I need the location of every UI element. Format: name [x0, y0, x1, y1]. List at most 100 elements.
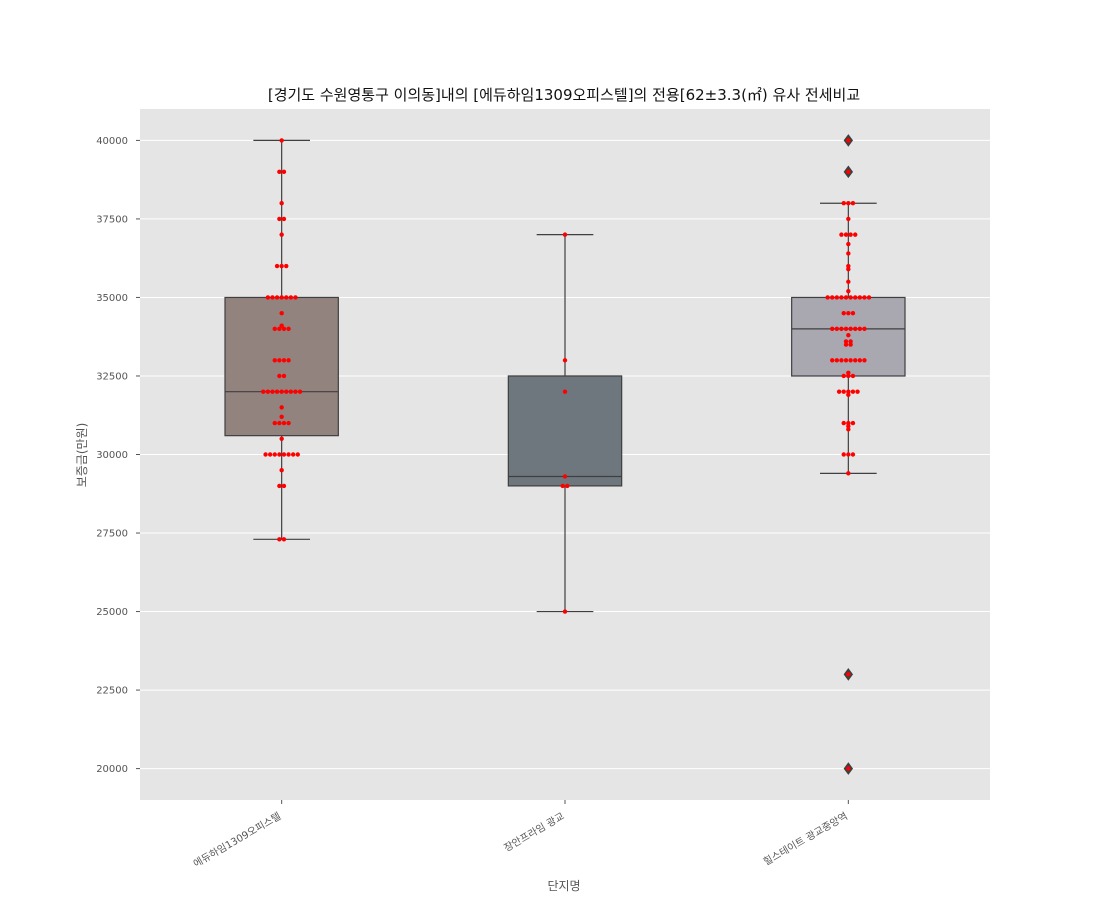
data-point	[277, 420, 282, 426]
data-point	[846, 266, 851, 272]
data-point	[843, 326, 849, 332]
data-point	[846, 201, 851, 206]
data-point	[834, 358, 840, 363]
data-point	[267, 452, 273, 457]
data-point	[562, 609, 568, 614]
data-point	[281, 452, 287, 457]
data-point	[846, 373, 851, 379]
data-point	[843, 232, 849, 237]
data-point	[274, 263, 280, 269]
data-point	[272, 452, 277, 457]
data-point	[857, 358, 863, 363]
data-point	[834, 295, 840, 300]
data-point	[281, 537, 287, 542]
data-point	[281, 373, 287, 379]
data-point	[848, 295, 853, 300]
data-point	[562, 474, 568, 479]
data-point	[839, 326, 844, 332]
data-point	[274, 295, 280, 300]
data-point	[843, 342, 849, 347]
y-tick-label: 35000	[96, 293, 128, 304]
y-tick-label: 32500	[96, 371, 128, 382]
data-point	[263, 452, 268, 457]
data-point	[846, 169, 851, 175]
y-tick-label: 25000	[96, 607, 128, 618]
data-point	[277, 537, 282, 542]
data-point	[277, 326, 282, 332]
data-point	[562, 389, 568, 394]
data-point	[843, 295, 849, 300]
data-point	[841, 373, 846, 379]
data-point	[862, 326, 867, 332]
data-point	[279, 389, 284, 394]
data-point	[846, 471, 851, 476]
data-point	[286, 358, 291, 363]
data-point	[846, 370, 851, 376]
data-point	[853, 295, 858, 300]
data-point	[857, 295, 863, 300]
data-point	[825, 295, 830, 300]
box	[507, 375, 623, 487]
data-point	[277, 483, 282, 489]
data-point	[286, 326, 291, 332]
data-point	[850, 420, 856, 426]
data-point	[277, 452, 282, 457]
y-tick-label: 22500	[96, 686, 128, 697]
data-point	[560, 483, 565, 489]
data-point	[288, 295, 294, 300]
data-point	[846, 138, 851, 143]
data-point	[853, 326, 858, 332]
data-point	[846, 332, 851, 338]
data-point	[848, 326, 853, 332]
data-point	[846, 672, 851, 677]
data-point	[857, 326, 863, 332]
data-point	[850, 373, 856, 379]
data-point	[850, 452, 856, 457]
data-point	[261, 389, 266, 394]
data-point	[846, 424, 851, 429]
data-point	[841, 389, 846, 394]
data-point	[848, 339, 853, 344]
x-axis-label: 단지명	[547, 879, 580, 893]
data-point	[846, 427, 851, 432]
data-point	[846, 392, 851, 398]
data-point	[281, 420, 287, 426]
data-point	[846, 251, 851, 256]
x-tick-label: 힐스테이트 광교중앙역	[761, 809, 850, 868]
data-point	[279, 310, 284, 316]
data-point	[286, 452, 291, 457]
data-point	[281, 169, 287, 175]
data-point	[839, 295, 844, 300]
data-point	[297, 389, 303, 394]
data-point	[846, 389, 851, 394]
data-point	[279, 201, 284, 206]
data-point	[841, 201, 846, 206]
data-point	[279, 232, 284, 237]
data-point	[848, 358, 853, 363]
data-point	[265, 295, 271, 300]
y-tick-label: 40000	[96, 136, 128, 147]
data-point	[836, 389, 842, 394]
data-point	[866, 295, 872, 300]
data-point	[284, 263, 289, 269]
data-point	[288, 389, 294, 394]
data-point	[853, 232, 858, 237]
data-point	[862, 358, 867, 363]
y-tick-label: 27500	[96, 529, 128, 540]
data-point	[862, 295, 867, 300]
data-point	[830, 358, 835, 363]
data-point	[848, 232, 853, 237]
data-point	[274, 389, 280, 394]
data-point	[284, 389, 289, 394]
data-point	[853, 358, 858, 363]
data-point	[270, 389, 275, 394]
data-point	[290, 452, 296, 457]
data-point	[834, 326, 840, 332]
data-point	[277, 216, 282, 222]
data-point	[279, 468, 284, 473]
data-point	[265, 389, 271, 394]
data-point	[277, 169, 282, 175]
y-tick-label: 30000	[96, 450, 128, 461]
data-point	[839, 358, 844, 363]
data-point	[843, 358, 849, 363]
